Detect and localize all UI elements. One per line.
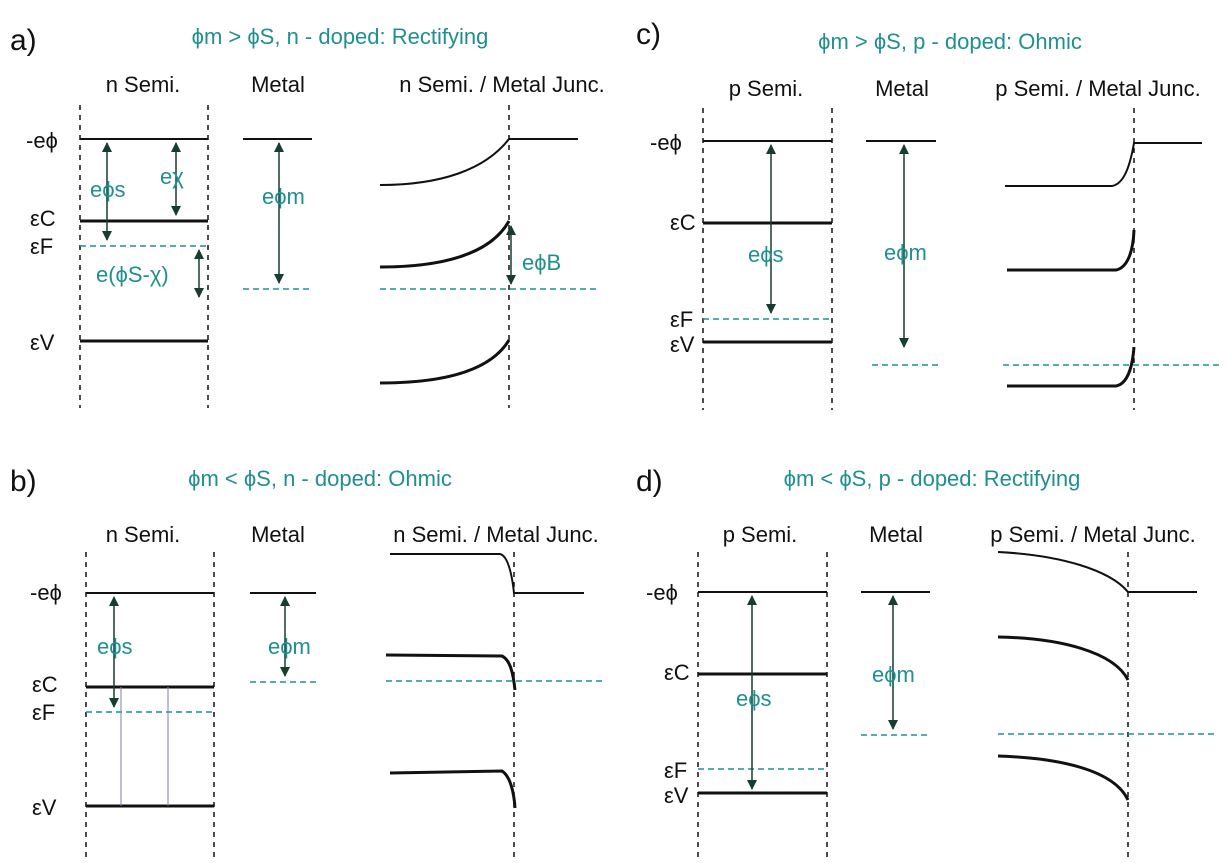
panel-b-col-semi: n Semi. bbox=[106, 522, 181, 547]
panel-a-col-semi: n Semi. bbox=[106, 72, 181, 97]
panel-d-level-v: εV bbox=[664, 783, 689, 808]
panel-a-chi-label: eχ bbox=[160, 164, 184, 189]
panel-d-level-f: εF bbox=[664, 758, 687, 783]
panel-a-junction-conduction-band bbox=[379, 220, 511, 269]
panel-c-phi-s-label: eϕs bbox=[748, 242, 784, 267]
panel-d-level-c: εC bbox=[664, 660, 690, 685]
panel-c-level-c: εC bbox=[670, 210, 696, 235]
panel-d-col-metal: Metal bbox=[869, 522, 923, 547]
panel-c-phi-m-label: eϕm bbox=[884, 240, 927, 265]
panel-b: b) ϕm < ϕS, n - doped: Ohmic n Semi. Met… bbox=[10, 465, 604, 858]
panel-c-level-v: εV bbox=[670, 332, 695, 357]
panel-b-title: ϕm < ϕS, n - doped: Ohmic bbox=[188, 466, 452, 491]
panel-c-col-semi: p Semi. bbox=[729, 76, 804, 101]
panel-a-junction-vacuum-level bbox=[379, 138, 578, 186]
panel-a-phi-m-label: eϕm bbox=[262, 184, 305, 209]
panel-c-junction-valence-band bbox=[1007, 346, 1136, 388]
panel-c-level-f: εF bbox=[670, 307, 693, 332]
panel-b-level-c: εC bbox=[32, 672, 58, 697]
panel-b-label: b) bbox=[10, 465, 37, 498]
panel-c-title: ϕm > ϕS, p - doped: Ohmic bbox=[818, 29, 1082, 54]
panel-a-level-f: εF bbox=[30, 234, 53, 259]
panel-d-col-junc: p Semi. / Metal Junc. bbox=[990, 522, 1195, 547]
panel-a-col-junc: n Semi. / Metal Junc. bbox=[399, 72, 604, 97]
panel-a-level-v: εV bbox=[30, 330, 55, 355]
panel-a-phi-s-label: eϕs bbox=[90, 177, 126, 202]
panel-a-col-metal: Metal bbox=[251, 72, 305, 97]
panel-b-junction-valence-band bbox=[389, 769, 517, 809]
panel-b-level-v: εV bbox=[32, 795, 57, 820]
panel-b-phi-m-label: eϕm bbox=[268, 634, 311, 659]
panel-d-junction-vacuum-level bbox=[997, 551, 1197, 593]
panel-b-level-vac: -eϕ bbox=[30, 580, 62, 605]
panel-a-title: ϕm > ϕS, n - doped: Rectifying bbox=[192, 24, 489, 49]
panel-b-col-junc: n Semi. / Metal Junc. bbox=[393, 522, 598, 547]
panel-c-junction-conduction-band bbox=[1007, 229, 1136, 272]
panel-d-junction-conduction-band bbox=[997, 635, 1130, 681]
panel-c-level-vac: -eϕ bbox=[650, 130, 682, 155]
panel-a-level-vac: -eϕ bbox=[26, 128, 58, 153]
panel-c: c) ϕm > ϕS, p - doped: Ohmic p Semi. Met… bbox=[636, 18, 1222, 410]
panel-d: d) ϕm < ϕS, p - doped: Rectifying p Semi… bbox=[636, 465, 1214, 858]
panel-b-junction-conduction-band bbox=[385, 653, 517, 691]
panel-b-phi-s-label: eϕs bbox=[97, 634, 133, 659]
panel-a-junction-valence-band bbox=[379, 339, 511, 385]
panel-c-col-metal: Metal bbox=[875, 76, 929, 101]
panel-a-phi-s-minus-chi-label: e(ϕS-χ) bbox=[96, 262, 169, 287]
panel-c-junction-vacuum-level bbox=[1005, 142, 1202, 187]
panel-d-label: d) bbox=[636, 465, 663, 498]
panel-c-label: c) bbox=[636, 18, 661, 51]
panel-d-phi-s-label: eϕs bbox=[736, 686, 772, 711]
panel-a: a) ϕm > ϕS, n - doped: Rectifying n Semi… bbox=[10, 24, 605, 408]
panel-b-level-f: εF bbox=[32, 700, 55, 725]
panel-b-junction-vacuum-level bbox=[390, 553, 584, 594]
panel-d-phi-m-label: eϕm bbox=[872, 662, 915, 687]
panel-a-label: a) bbox=[10, 24, 37, 57]
panel-d-col-semi: p Semi. bbox=[723, 522, 798, 547]
panel-d-junction-valence-band bbox=[997, 754, 1130, 801]
panel-d-title: ϕm < ϕS, p - doped: Rectifying bbox=[784, 466, 1081, 491]
panel-c-col-junc: p Semi. / Metal Junc. bbox=[995, 76, 1200, 101]
panel-b-col-metal: Metal bbox=[251, 522, 305, 547]
panel-a-level-c: εC bbox=[30, 206, 56, 231]
panel-a-phi-b-label: eϕB bbox=[522, 250, 561, 275]
panel-d-level-vac: -eϕ bbox=[646, 580, 678, 605]
